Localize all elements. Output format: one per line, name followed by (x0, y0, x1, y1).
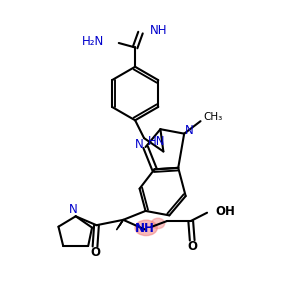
Text: O: O (90, 246, 100, 259)
Text: N: N (135, 138, 143, 151)
Text: NH: NH (149, 24, 167, 37)
Text: NH: NH (135, 222, 155, 235)
Text: OH: OH (215, 205, 235, 218)
Text: O: O (187, 240, 197, 253)
Text: N: N (185, 124, 194, 136)
Ellipse shape (135, 220, 157, 236)
Text: HN: HN (148, 135, 165, 148)
Text: CH₃: CH₃ (203, 112, 222, 122)
Text: N: N (69, 203, 78, 216)
Ellipse shape (151, 218, 165, 229)
Text: H₂N: H₂N (82, 35, 104, 48)
